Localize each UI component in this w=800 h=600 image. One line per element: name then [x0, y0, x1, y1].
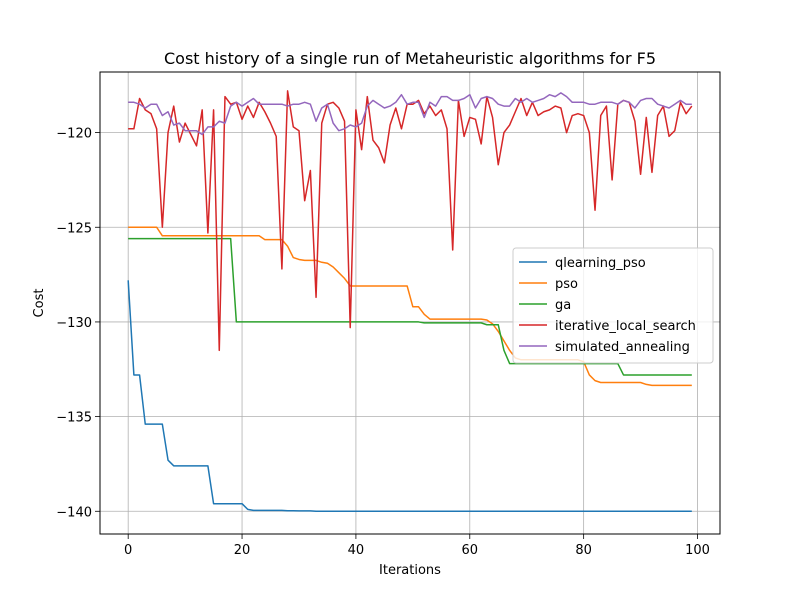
x-tick-label: 20: [234, 543, 251, 558]
y-tick-label: −125: [56, 221, 92, 236]
legend-label: simulated_annealing: [555, 340, 690, 355]
y-tick-label: −140: [56, 505, 92, 520]
legend-box: [512, 247, 714, 364]
x-tick-label: 80: [575, 543, 592, 558]
legend-label: qlearning_pso: [555, 256, 646, 271]
x-tick-label: 100: [685, 543, 710, 558]
x-tick-label: 40: [348, 543, 365, 558]
x-axis-ticks: 0 20 40 60 80 100: [124, 534, 710, 558]
series-layer: [127, 90, 693, 513]
y-tick-label: −120: [56, 127, 92, 142]
legend-label: ga: [555, 298, 571, 313]
y-axis-ticks: −140 −135 −130 −125 −120: [56, 127, 100, 520]
x-tick-label: 60: [462, 543, 479, 558]
gridlines: [100, 72, 720, 534]
y-tick-label: −130: [56, 316, 92, 331]
series-line-simulated-annealing: [128, 92, 692, 136]
series-line-qlearning-pso: [127, 280, 692, 513]
y-tick-label: −135: [56, 411, 92, 426]
legend-label: pso: [555, 277, 578, 292]
x-axis-title: Iterations: [379, 563, 441, 578]
series-line-iterative-local-search: [128, 90, 693, 352]
y-axis-title: Cost: [32, 289, 47, 318]
legend-label: iterative_local_search: [555, 319, 696, 334]
chart-title: Cost history of a single run of Metaheur…: [164, 49, 656, 68]
plot-frame: [99, 71, 721, 535]
x-tick-label: 0: [124, 543, 132, 558]
